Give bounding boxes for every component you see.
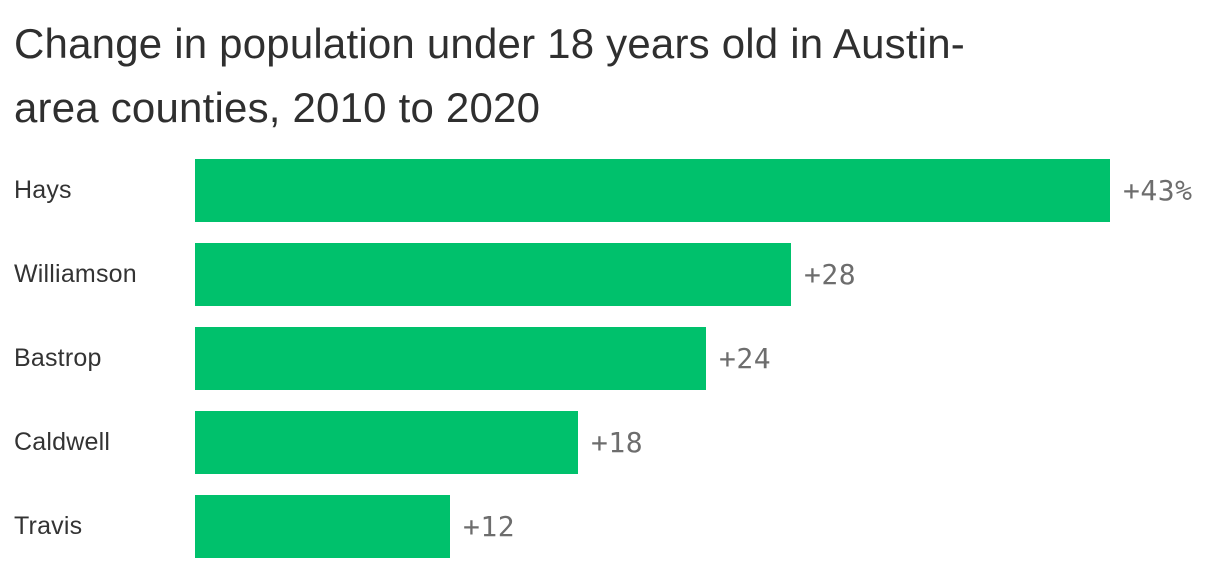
bar-caldwell — [195, 411, 578, 474]
bar-williamson — [195, 243, 791, 306]
chart-row-bastrop: Bastrop +24 — [14, 327, 1208, 390]
chart-title-line-2: area counties, 2010 to 2020 — [14, 84, 541, 131]
chart-row-williamson: Williamson +28 — [14, 243, 1208, 306]
value-label-williamson: +28 — [804, 258, 857, 291]
bar-bastrop — [195, 327, 706, 390]
value-label-hays: +43% — [1123, 174, 1193, 207]
chart-row-caldwell: Caldwell +18 — [14, 411, 1208, 474]
value-label-travis: +12 — [463, 510, 516, 543]
chart-title-line-1: Change in population under 18 years old … — [14, 20, 965, 67]
category-label-hays: Hays — [14, 176, 72, 204]
category-label-bastrop: Bastrop — [14, 344, 102, 372]
chart-row-travis: Travis +12 — [14, 495, 1208, 558]
category-label-travis: Travis — [14, 512, 83, 540]
category-label-williamson: Williamson — [14, 260, 137, 288]
bar-hays — [195, 159, 1110, 222]
value-label-caldwell: +18 — [591, 426, 644, 459]
chart-row-hays: Hays +43% — [14, 159, 1208, 222]
category-label-caldwell: Caldwell — [14, 428, 111, 456]
bar-travis — [195, 495, 450, 558]
bar-chart: Hays +43% Williamson +28 Bastrop +24 Cal… — [14, 159, 1208, 558]
value-label-bastrop: +24 — [719, 342, 772, 375]
chart-title: Change in population under 18 years old … — [14, 0, 1208, 140]
